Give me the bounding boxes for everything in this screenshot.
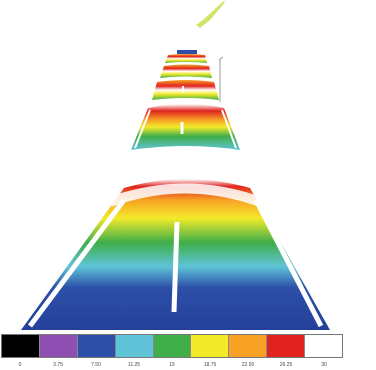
scale-swatch (2, 335, 40, 357)
lighting-pole (218, 56, 224, 102)
scale-swatch (115, 335, 154, 357)
luminaire-glare (196, 0, 226, 28)
scale-swatch (153, 335, 192, 357)
illuminance-scale-labels: 0 3.75 7.50 11.25 15 18.75 22.50 26.25 30 (0, 360, 376, 370)
scale-tick-label: 15 (169, 362, 175, 368)
illuminance-scale-bar (1, 334, 343, 358)
scale-tick-label: 22.50 (241, 362, 255, 368)
scale-swatch (77, 335, 116, 357)
scale-tick-label: 26.25 (279, 362, 293, 368)
scale-swatch (267, 335, 306, 357)
scale-tick-label: 30 (321, 362, 327, 368)
scale-tick-label: 3.75 (53, 362, 63, 368)
scale-tick-label: 11.25 (127, 362, 141, 368)
scale-tick-label: 7.50 (91, 362, 101, 368)
road-section-near (21, 179, 330, 330)
scale-swatch (39, 335, 78, 357)
scale-swatch (191, 335, 230, 357)
scale-tick-label: 18.75 (203, 362, 217, 368)
road-section-middle (131, 104, 240, 150)
scale-swatch (305, 335, 343, 357)
scale-tick-label: 0 (18, 362, 22, 368)
scale-swatch (229, 335, 268, 357)
road-section-far (152, 50, 219, 100)
